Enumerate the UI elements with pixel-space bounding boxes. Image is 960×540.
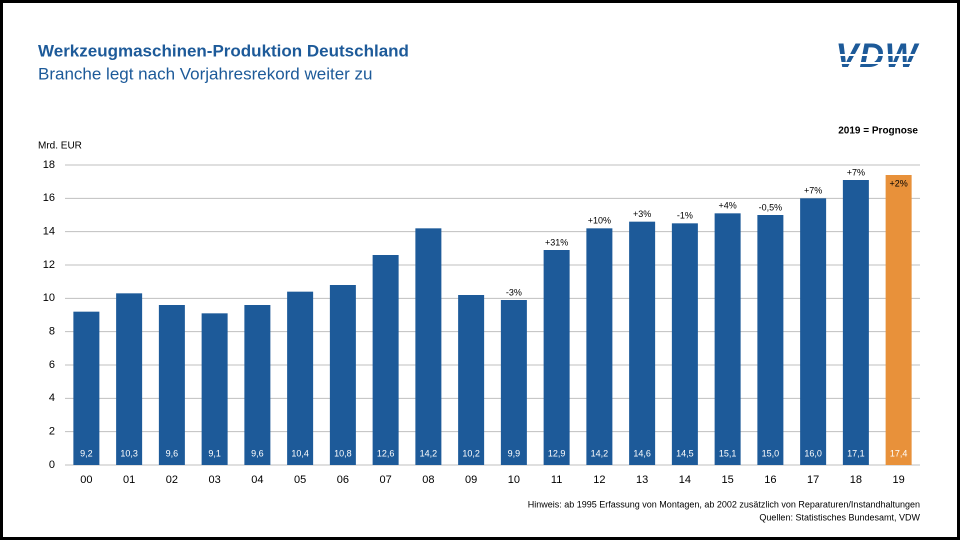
value-label: 15,1 (719, 448, 737, 458)
value-label: 9,2 (80, 448, 93, 458)
value-label: 16,0 (804, 448, 822, 458)
bar (586, 228, 613, 465)
y-tick-label: 2 (49, 426, 55, 438)
y-tick-label: 10 (43, 292, 55, 304)
x-tick-label: 06 (337, 474, 349, 486)
value-label: 12,6 (377, 448, 395, 458)
value-label: 14,2 (420, 448, 438, 458)
bar (158, 305, 185, 465)
growth-label: -1% (677, 211, 693, 221)
bar (800, 198, 827, 466)
bar (458, 295, 485, 465)
growth-label: +31% (545, 237, 568, 247)
y-tick-label: 14 (43, 226, 55, 238)
x-tick-label: 13 (636, 474, 648, 486)
x-tick-label: 17 (807, 474, 819, 486)
x-tick-label: 14 (679, 474, 691, 486)
x-tick-label: 12 (593, 474, 605, 486)
x-tick-label: 15 (722, 474, 734, 486)
x-tick-label: 07 (380, 474, 392, 486)
logo-stripes (800, 54, 925, 64)
y-tick-label: 16 (43, 192, 55, 204)
x-tick-label: 16 (764, 474, 776, 486)
x-tick-label: 01 (123, 474, 135, 486)
value-label: 12,9 (548, 448, 566, 458)
growth-label: +10% (588, 216, 611, 226)
value-label: 17,1 (847, 448, 865, 458)
y-tick-label: 4 (49, 392, 55, 404)
y-tick-label: 6 (49, 359, 55, 371)
value-label: 10,3 (120, 448, 138, 458)
x-tick-label: 08 (422, 474, 434, 486)
x-tick-label: 03 (209, 474, 221, 486)
value-label: 9,1 (208, 448, 221, 458)
x-tick-label: 18 (850, 474, 862, 486)
bar (415, 228, 442, 465)
growth-label: +4% (718, 201, 736, 211)
value-label: 14,6 (633, 448, 651, 458)
footnote: Hinweis: ab 1995 Erfassung von Montagen,… (528, 499, 920, 509)
bar (244, 305, 271, 465)
value-label: 14,2 (591, 448, 609, 458)
value-label: 14,5 (676, 448, 694, 458)
value-label: 9,6 (251, 448, 264, 458)
footnote: Quellen: Statistisches Bundesamt, VDW (759, 512, 920, 522)
growth-label: +7% (847, 167, 865, 177)
value-label: 10,4 (291, 448, 309, 458)
y-tick-label: 8 (49, 326, 55, 338)
bar (757, 215, 784, 465)
y-tick-label: 0 (49, 459, 55, 471)
bar (116, 293, 143, 465)
value-label: 9,6 (166, 448, 179, 458)
x-tick-label: 09 (465, 474, 477, 486)
growth-label: +2% (889, 178, 907, 188)
x-tick-label: 19 (893, 474, 905, 486)
forecast-note: 2019 = Prognose (838, 126, 918, 137)
growth-label: +7% (804, 186, 822, 196)
growth-label: -0,5% (759, 202, 783, 212)
bar (671, 223, 698, 465)
x-tick-label: 02 (166, 474, 178, 486)
y-tick-label: 12 (43, 259, 55, 271)
bar (714, 213, 741, 465)
value-label: 10,2 (462, 448, 480, 458)
x-tick-label: 10 (508, 474, 520, 486)
bar (329, 285, 356, 465)
bar (287, 291, 314, 465)
y-tick-label: 18 (43, 159, 55, 171)
x-tick-label: 04 (251, 474, 263, 486)
bar (629, 221, 656, 465)
chart-title: Werkzeugmaschinen-Produktion Deutschland (38, 41, 409, 60)
value-label: 15,0 (762, 448, 780, 458)
value-label: 17,4 (890, 448, 908, 458)
y-axis-label: Mrd. EUR (38, 141, 82, 152)
x-tick-label: 05 (294, 474, 306, 486)
bar (842, 180, 869, 465)
x-tick-label: 11 (551, 474, 562, 486)
bar (372, 255, 399, 465)
value-label: 10,8 (334, 448, 352, 458)
bar (885, 175, 912, 465)
bar (73, 311, 100, 465)
bar (201, 313, 228, 465)
value-label: 9,9 (508, 448, 521, 458)
chart-subtitle: Branche legt nach Vorjahresrekord weiter… (38, 64, 373, 83)
growth-label: +3% (633, 209, 651, 219)
x-tick-label: 00 (80, 474, 92, 486)
bar (500, 300, 527, 465)
bar (543, 250, 570, 465)
growth-label: -3% (506, 287, 522, 297)
